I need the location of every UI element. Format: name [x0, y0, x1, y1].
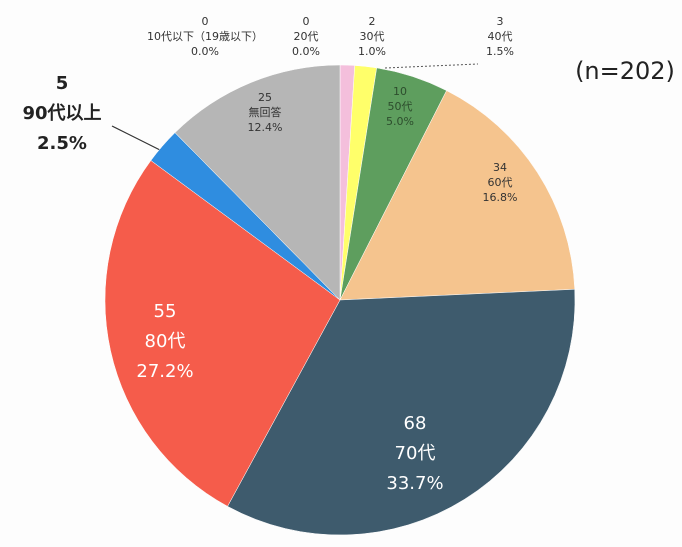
- slice-name: 80代: [145, 331, 186, 352]
- slice-percent: 27.2%: [136, 361, 193, 382]
- pie-slice: [339, 90, 576, 301]
- slice-count: 34: [493, 161, 507, 174]
- slice-name: 10代以下（19歳以下）: [147, 30, 263, 43]
- slice-name: 70代: [395, 443, 436, 464]
- slice-name: 90代以上: [22, 103, 101, 124]
- slice-percent: 0.0%: [191, 45, 219, 58]
- slice-percent: 33.7%: [386, 473, 443, 494]
- slice-percent: 1.0%: [358, 45, 386, 58]
- slice-count: 2: [369, 15, 376, 28]
- slice-percent: 0.0%: [292, 45, 320, 58]
- slice-percent: 2.5%: [37, 133, 87, 154]
- leader-line: [384, 63, 479, 69]
- pie-slice: [104, 160, 341, 507]
- slice-percent: 12.4%: [248, 121, 283, 134]
- slice-count: 5: [56, 73, 69, 94]
- pie-slice: [227, 289, 576, 536]
- pie-slice: [174, 64, 341, 301]
- chart-title: (n=202): [575, 57, 675, 85]
- slice-count: 25: [258, 91, 272, 104]
- slice-name: 60代: [488, 176, 513, 189]
- slice-count: 68: [404, 413, 427, 434]
- slice-percent: 5.0%: [386, 115, 414, 128]
- leader-line: [111, 125, 161, 151]
- slice-name: 無回答: [249, 105, 282, 119]
- slice-percent: 16.8%: [483, 191, 518, 204]
- slice-count: 0: [303, 15, 310, 28]
- slice-name: 20代: [294, 30, 319, 43]
- slice-count: 55: [154, 301, 177, 322]
- slice-name: 30代: [360, 30, 385, 43]
- slice-name: 50代: [388, 100, 413, 113]
- slice-count: 10: [393, 85, 407, 98]
- slice-count: 3: [497, 15, 504, 28]
- slice-count: 0: [202, 15, 209, 28]
- slice-percent: 1.5%: [486, 45, 514, 58]
- slice-name: 40代: [488, 30, 513, 43]
